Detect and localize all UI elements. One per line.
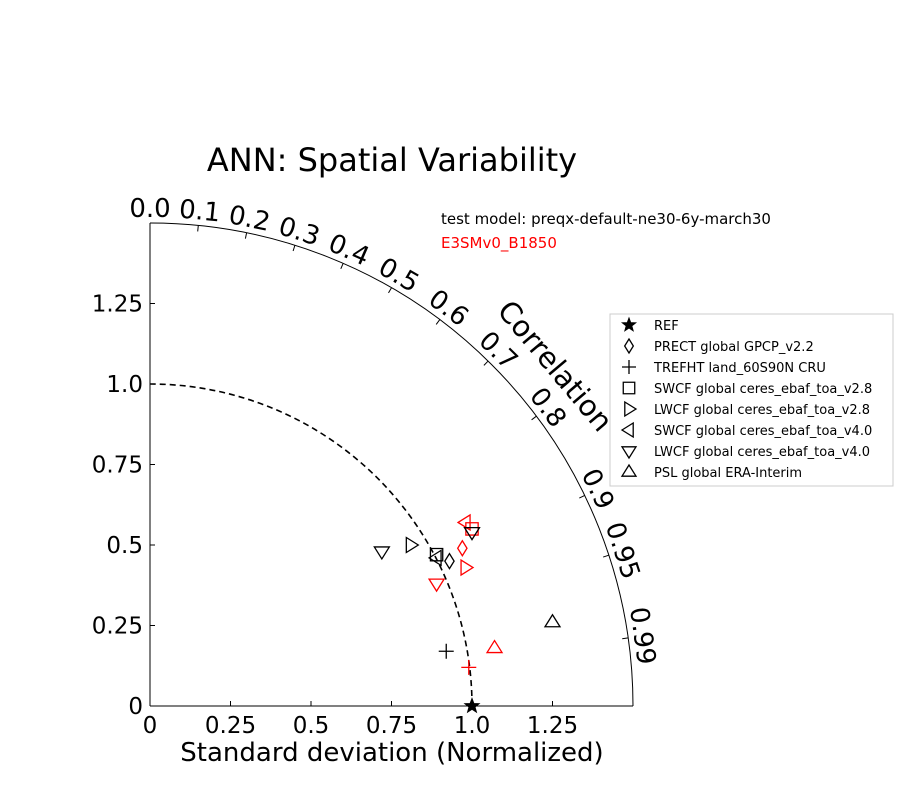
y-tick-label: 0.25 [92,614,143,640]
correlation-tick-mark [435,319,441,325]
reference-std-arc [149,383,473,707]
correlation-tick-label: 0.95 [599,519,646,583]
legend-entry-label: PRECT global GPCP_v2.2 [654,340,814,355]
correlation-tick-mark [388,287,392,294]
y-tick-label: 1.0 [106,372,143,398]
legend-marker-triangle-right [624,400,638,418]
correlation-tick-label: 0.1 [178,194,222,228]
data-point-plus [461,659,477,675]
data-point-triangle-down [373,546,391,561]
reference-model-label: E3SMv0_B1850 [441,234,557,253]
data-point-star [463,697,481,714]
legend: REF PRECT global GPCP_v2.2 TREFHT land_60S… [609,313,894,487]
data-point-triangle-left [456,513,471,532]
correlation-tick-mark [483,360,489,366]
x-tick-label: 1.25 [527,713,578,739]
y-tick-label: 1.25 [92,292,143,318]
y-tick-label: 0.75 [92,453,143,479]
x-axis-label: Standard deviation (Normalized) [180,738,603,768]
data-point-triangle-right [460,558,475,577]
x-tick-label: 0 [143,713,158,739]
data-point-triangle-left [427,549,442,567]
legend-marker-triangle-up [620,463,638,477]
plot-area: 00 0.25 0.25 0.5 0.5 0.75 0.75 1.0 1.0 1.25 1.25 0.… [92,194,661,739]
correlation-tick-label: 0.99 [623,605,661,667]
legend-marker-star [620,316,638,332]
correlation-tick-mark [622,637,629,640]
correlation-tick-label: 0.3 [275,211,323,252]
data-point-triangle-up [543,613,562,628]
legend-box [609,313,894,487]
legend-entry-label: LWCF global ceres_ebaf_toa_v4.0 [654,445,870,460]
correlation-tick-mark [602,554,610,558]
data-point-triangle-right [405,536,420,554]
legend-entry-label: SWCF global ceres_ebaf_toa_v2.8 [654,382,872,397]
legend-marker-triangle-down [620,446,638,460]
legend-entry-label: LWCF global ceres_ebaf_toa_v2.8 [654,403,870,418]
data-point-plus [438,643,454,659]
x-tick-label: 0.25 [205,713,256,739]
correlation-tick-mark [579,495,585,499]
correlation-tick-label: 0.6 [423,284,474,333]
correlation-tick-label: 0.2 [226,200,273,238]
data-point-diamond [456,539,468,557]
x-tick-label: 1.0 [454,713,491,739]
x-tick-label: 0.75 [366,713,417,739]
correlation-tick-mark [292,245,296,252]
data-point-triangle-down [463,526,481,541]
data-point-triangle-up [485,639,504,654]
correlation-tick-label: 0.4 [324,228,374,272]
y-tick-label: 0 [128,694,143,720]
legend-entry-label: SWCF global ceres_ebaf_toa_v4.0 [654,424,872,439]
data-points [373,513,562,714]
legend-entry-label: TREFHT land_60S90N CRU [653,361,826,376]
outer-arc [149,222,634,707]
data-point-triangle-down [427,578,446,593]
correlation-tick-mark [531,415,537,421]
y-tick-label: 0.5 [106,533,143,559]
correlation-tick-label: 0.5 [373,252,424,299]
correlation-tick-label: 0.0 [129,194,170,224]
legend-marker-diamond [623,337,635,355]
legend-entry-label: PSL global ERA-Interim [654,466,802,481]
correlation-tick-mark [244,232,248,239]
correlation-tick-mark [340,263,344,270]
legend-marker-triangle-left [620,421,634,439]
chart-title: ANN: Spatial Variability [207,141,577,179]
data-point-diamond [444,552,455,570]
legend-marker-square [622,381,636,395]
legend-entry-label: REF [654,319,679,334]
correlation-tick-mark [197,225,199,232]
x-tick-label: 0.5 [293,713,330,739]
legend-marker-plus [622,360,636,374]
test-model-label: test model: preqx-default-ne30-6y-march3… [441,210,771,228]
